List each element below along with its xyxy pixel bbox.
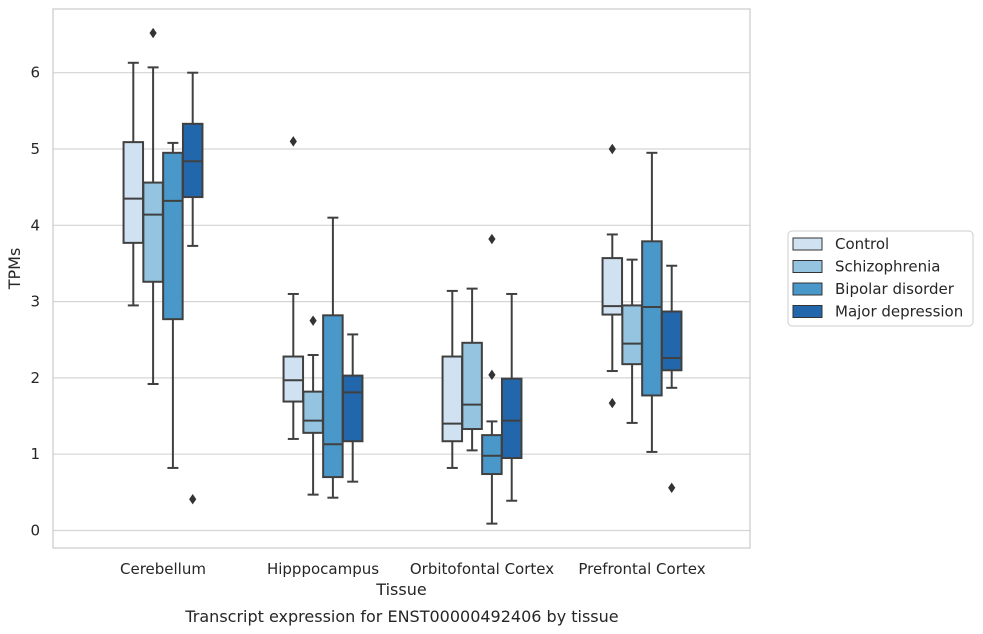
box-iqr [162,151,184,321]
box-control-cerebellum [122,61,145,307]
box-major-depression-hipppocampus [341,333,364,483]
box-iqr [322,314,344,479]
legend-label: Major depression [835,303,963,321]
y-tick-label: 6 [30,64,40,82]
box-major-depression-orbitofontal-cortex [500,292,523,502]
box-iqr [142,181,164,283]
legend-frame [787,230,974,327]
box-control-prefrontal-cortex [601,143,624,409]
y-tick-label: 0 [30,522,40,540]
box-iqr [641,240,663,397]
box-iqr [302,390,324,434]
legend-swatch [792,237,823,251]
box-iqr [441,355,464,443]
y-axis-label: TPMs [5,248,24,291]
x-axis-label: Tissue [375,580,426,599]
y-tick-label: 5 [30,140,40,158]
box-control-hipppocampus [282,136,305,440]
box-iqr [500,377,523,460]
y-tick-label: 4 [30,216,40,234]
legend-swatch [792,260,823,273]
box-iqr [461,341,483,431]
outlier-point [309,315,317,326]
x-tick-label: Prefrontal Cortex [578,560,705,578]
x-axis-ticks: Cerebellum Hipppocampus Orbitofontal Corte… [120,560,706,578]
outlier-point [608,143,616,155]
outlier-point [488,369,496,381]
outlier-point [189,494,197,505]
plot-area-frame [52,8,751,549]
legend-label: Control [835,235,889,253]
box-iqr [282,355,305,403]
x-tick-label: Orbitofontal Cortex [410,560,554,578]
legend-swatch [792,305,823,318]
chart-caption: Transcript expression for ENST0000049240… [184,607,618,626]
outlier-point [488,233,496,245]
y-axis-ticks: 0 1 2 3 4 5 6 [30,64,40,540]
outlier-point [149,27,157,39]
y-tick-label: 2 [30,369,40,387]
box-iqr [481,434,503,476]
box-major-depression-prefrontal-cortex [660,264,683,493]
outlier-point [668,482,676,493]
legend-swatch [792,282,823,296]
box-iqr [601,257,624,316]
box-schizophrenia-hipppocampus [302,315,324,496]
box-control-orbitofontal-cortex [441,289,464,469]
outlier-point [289,136,297,147]
box-bipolar-disorder-cerebellum [162,141,184,469]
box-iqr [341,374,364,443]
y-tick-label: 3 [30,293,40,311]
legend-label: Bipolar disorder [835,280,955,298]
x-tick-label: Cerebellum [120,560,206,578]
box-iqr [660,310,683,372]
box-bipolar-disorder-orbitofontal-cortex [481,233,503,525]
x-tick-label: Hipppocampus [267,560,379,578]
legend-label: Schizophrenia [835,258,940,276]
box-schizophrenia-cerebellum [142,27,164,386]
box-bipolar-disorder-prefrontal-cortex [641,151,663,453]
legend: Control Schizophrenia Bipolar disorder Majo… [787,230,974,327]
box-groups [122,27,683,525]
box-iqr [122,141,145,244]
outlier-point [608,397,616,409]
box-iqr [621,304,643,366]
box-schizophrenia-prefrontal-cortex [621,258,643,424]
box-schizophrenia-orbitofontal-cortex [461,287,483,452]
y-tick-label: 1 [30,445,40,463]
box-major-depression-cerebellum [181,71,204,505]
